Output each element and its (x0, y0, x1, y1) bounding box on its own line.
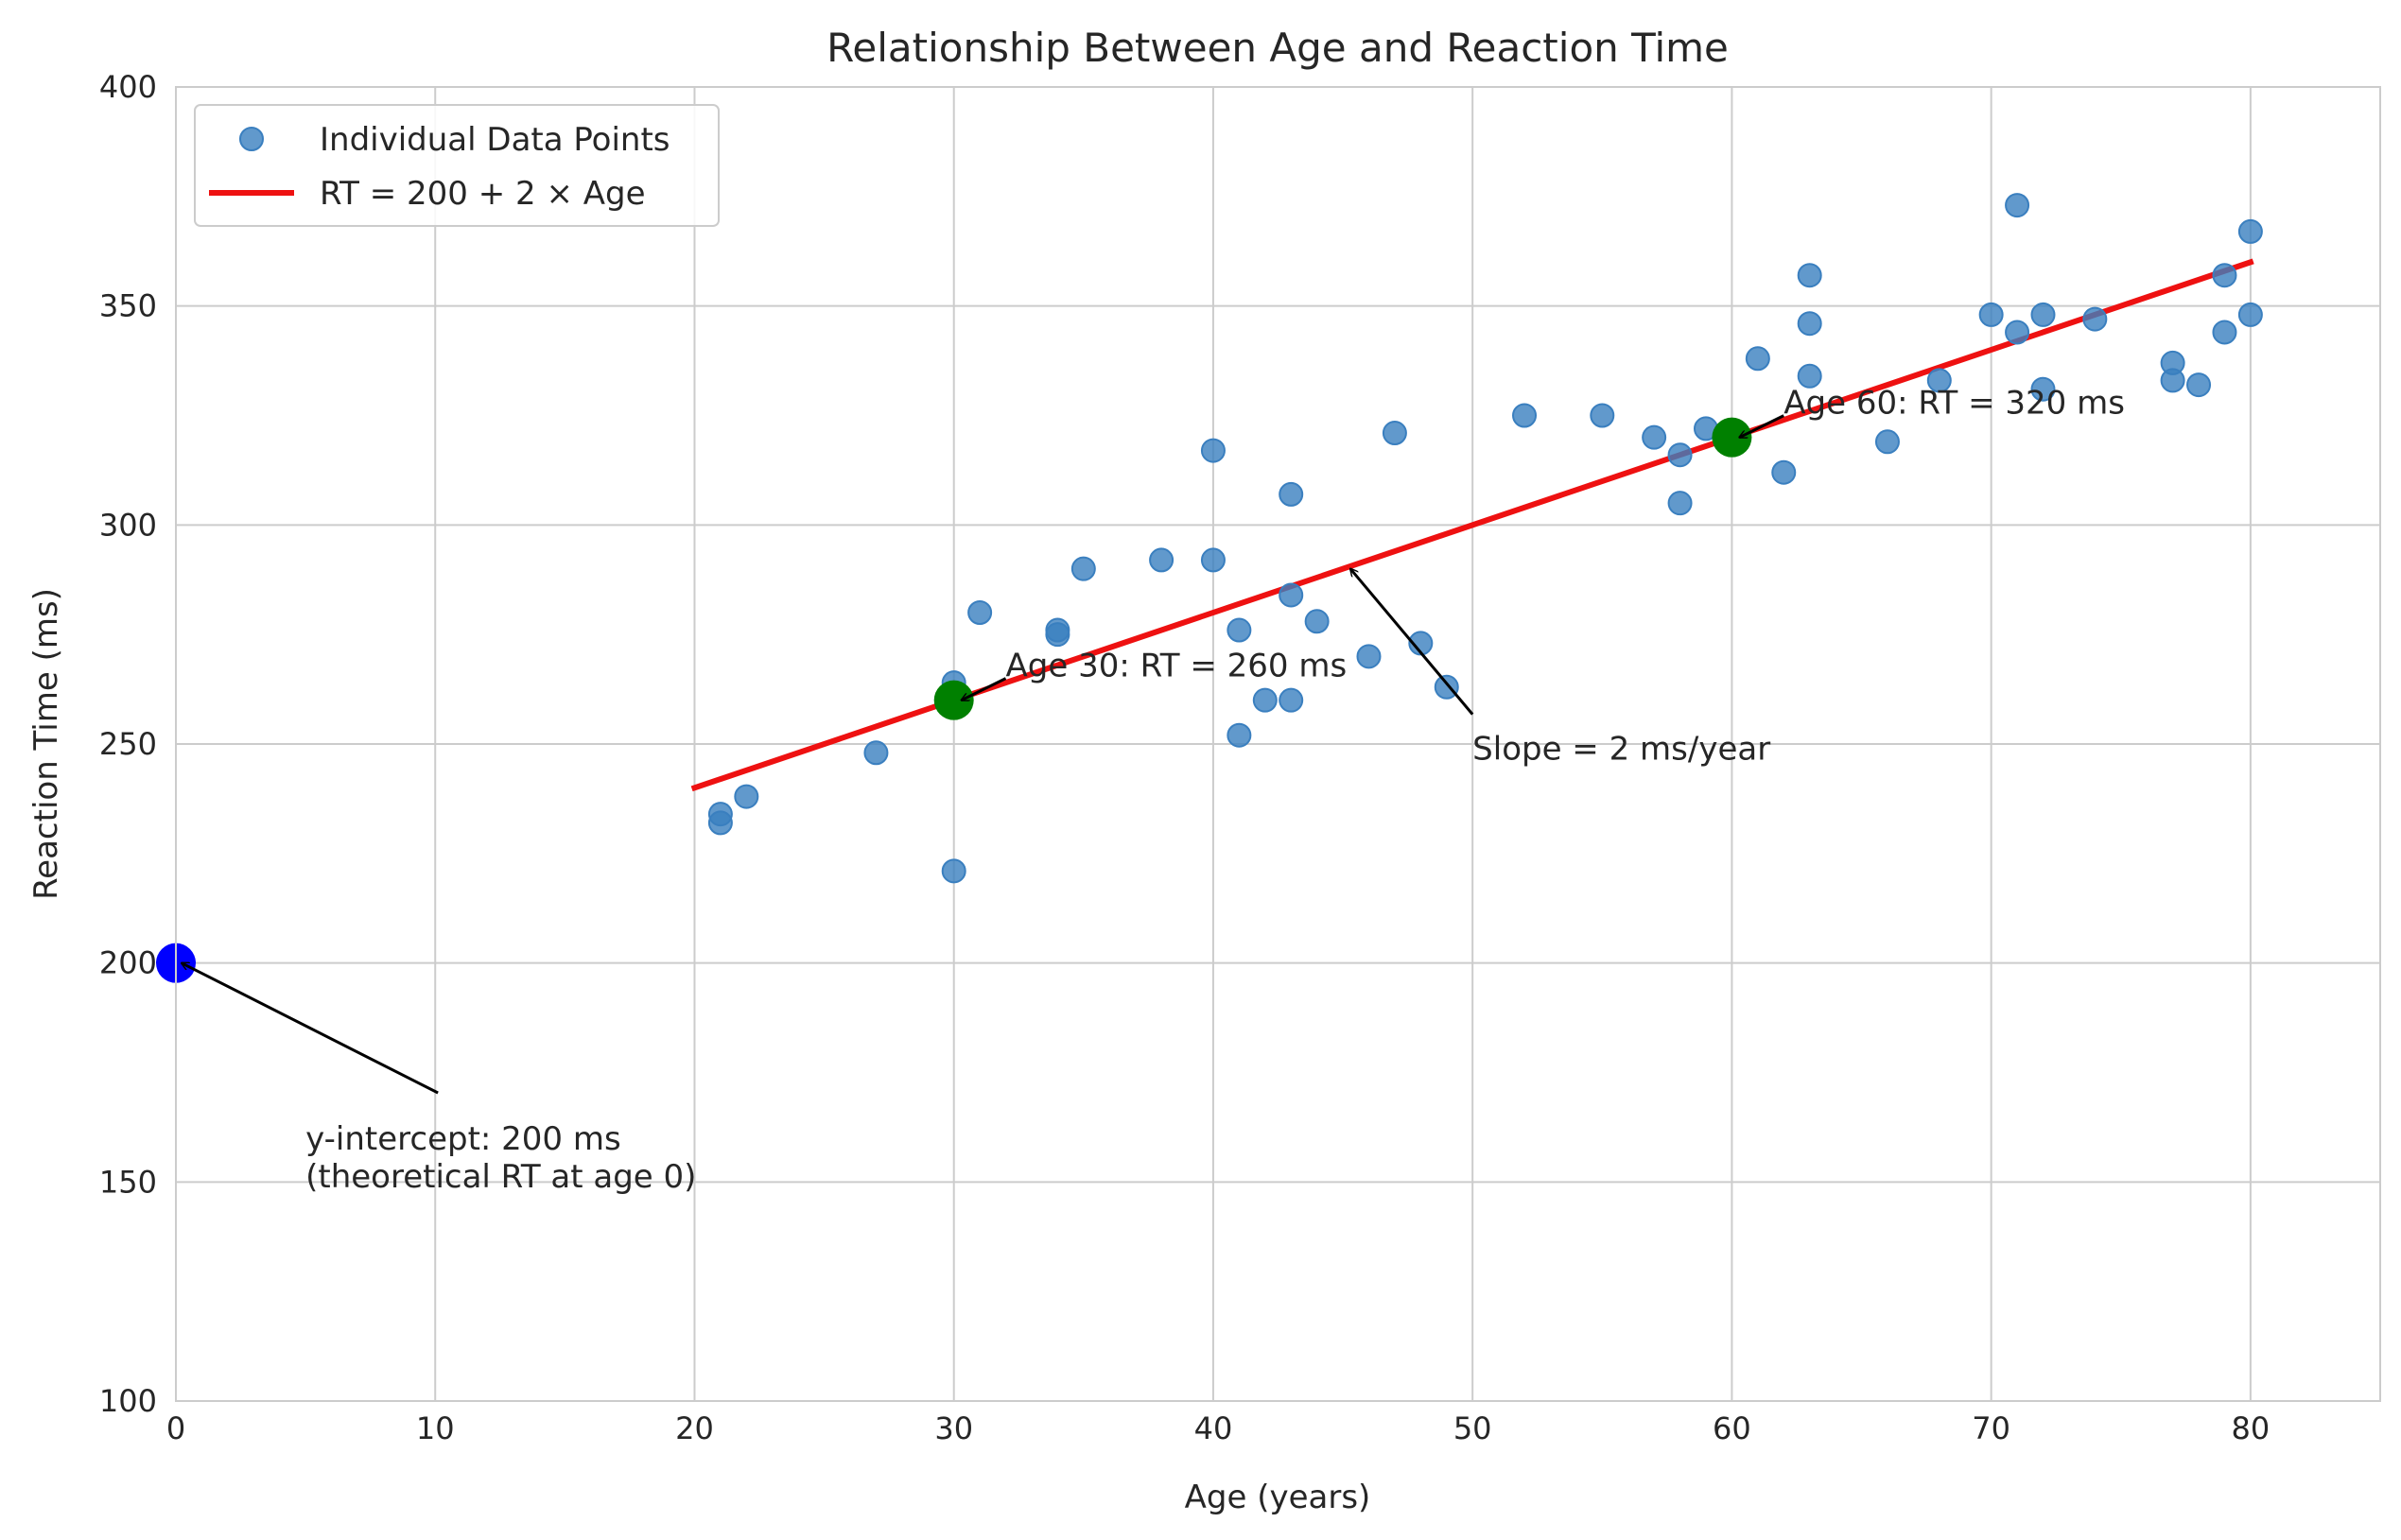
data-point (1149, 547, 1174, 573)
data-point (1279, 582, 1304, 608)
annotation-arrow (1739, 414, 1784, 440)
data-point (1642, 424, 1667, 450)
x-tick-label: 80 (2232, 1410, 2271, 1446)
tick-labels-layer: 0 10 20 30 40 50 60 70 80 100 150 200 250 300 350 400 (99, 69, 2270, 1446)
data-point (2237, 218, 2263, 244)
x-tick-label: 60 (1713, 1410, 1751, 1446)
legend-label-fit-line: RT = 200 + 2 × Age (320, 175, 646, 213)
data-points-layer (707, 193, 2263, 884)
data-point (2082, 306, 2108, 332)
x-tick-label: 70 (1972, 1410, 2010, 1446)
data-point (1252, 687, 1278, 713)
data-point (1667, 491, 1693, 516)
y-tick-label: 350 (99, 288, 157, 324)
data-point (2030, 302, 2056, 327)
data-point (2160, 368, 2185, 393)
data-point (1745, 346, 1770, 372)
data-point (1227, 617, 1252, 643)
data-point (1200, 438, 1226, 463)
annotation-arrow (1350, 569, 1474, 716)
data-point (1434, 674, 1459, 700)
data-point (2212, 320, 2237, 345)
data-point (1279, 687, 1304, 713)
data-point (1797, 363, 1822, 389)
y-tick-label: 400 (99, 69, 157, 105)
y-tick-label: 250 (99, 726, 157, 762)
data-point (941, 858, 966, 884)
data-point (967, 600, 993, 625)
y-tick-label: 200 (99, 945, 157, 981)
x-tick-label: 40 (1194, 1410, 1233, 1446)
data-point (1926, 368, 1952, 393)
x-tick-label: 30 (934, 1410, 973, 1446)
data-point (1200, 547, 1226, 573)
legend-box (194, 104, 720, 227)
annotation-arrow (182, 961, 439, 1095)
data-point (1304, 609, 1330, 634)
data-point (1227, 722, 1252, 748)
data-point (2030, 376, 2056, 402)
annotation-text: (theoretical RT at age 0) (305, 1158, 696, 1196)
data-point (2212, 263, 2237, 288)
y-tick-label: 150 (99, 1164, 157, 1200)
y-tick-label: 300 (99, 507, 157, 543)
data-point (1874, 429, 1900, 455)
data-point (1356, 644, 1382, 669)
data-point (2237, 302, 2263, 327)
y-axis-label: Reaction Time (ms) (27, 588, 65, 900)
data-point (734, 784, 759, 809)
data-point (1978, 302, 2004, 327)
data-point (1590, 403, 1615, 428)
data-point (1667, 442, 1693, 468)
data-point (1771, 459, 1797, 485)
x-tick-label: 50 (1453, 1410, 1492, 1446)
data-point (1070, 556, 1096, 581)
annotation-text: Age 30: RT = 260 ms (1006, 648, 1348, 685)
data-point (1045, 617, 1070, 643)
legend-label-data-points: Individual Data Points (320, 121, 670, 159)
data-point (2186, 372, 2212, 398)
data-point (863, 740, 889, 766)
data-point (1797, 263, 1822, 288)
highlight-point (933, 680, 974, 720)
x-tick-label: 10 (416, 1410, 455, 1446)
x-tick-label: 0 (166, 1410, 185, 1446)
annotations-layer: y-intercept: 200 ms(theoretical RT at ag… (182, 385, 2125, 1196)
data-point (707, 810, 733, 836)
highlight-point (1712, 417, 1752, 458)
legend: Individual Data Points RT = 200 + 2 × Ag… (194, 104, 720, 227)
chart-title: Relationship Between Age and Reaction Ti… (826, 25, 1729, 71)
legend-scatter-marker (239, 127, 264, 151)
data-point (2005, 193, 2030, 218)
data-point (2005, 320, 2030, 345)
annotation-text: Age 60: RT = 320 ms (1783, 385, 2125, 423)
plot-frame (175, 86, 2381, 1402)
annotation-arrow (962, 677, 1007, 702)
data-point (1382, 421, 1407, 446)
annotation-text: y-intercept: 200 ms (305, 1120, 621, 1158)
data-point (1797, 311, 1822, 337)
y-tick-label: 100 (99, 1383, 157, 1419)
x-axis-label: Age (years) (1185, 1479, 1371, 1516)
x-tick-label: 20 (675, 1410, 714, 1446)
annotation-text: Slope = 2 ms/year (1472, 731, 1770, 769)
data-point (1279, 481, 1304, 507)
data-point (1512, 403, 1538, 428)
